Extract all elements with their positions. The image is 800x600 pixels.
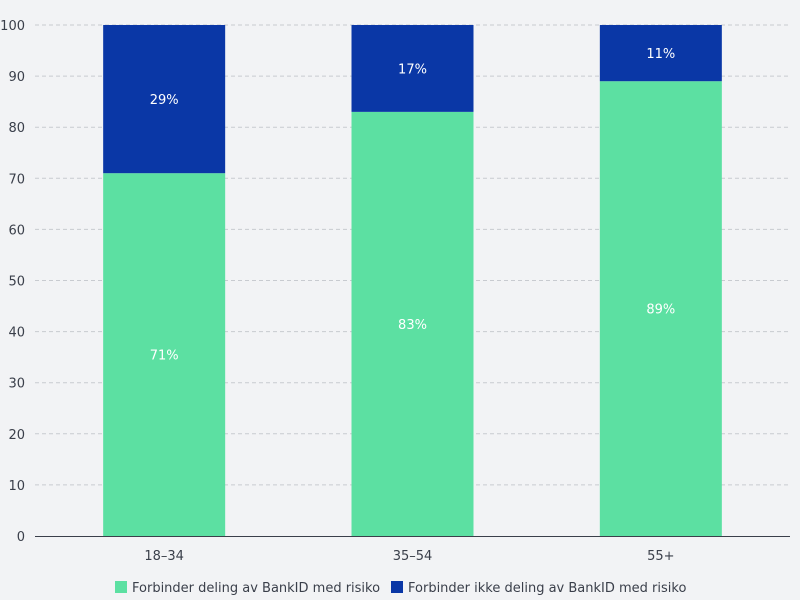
- y-tick-label: 60: [8, 223, 25, 238]
- y-tick-label: 50: [8, 275, 25, 290]
- y-tick-label: 80: [8, 121, 25, 136]
- legend-label: Forbinder ikke deling av BankID med risi…: [408, 581, 686, 596]
- y-tick-label: 90: [8, 70, 25, 85]
- legend: Forbinder deling av BankID med risiko For…: [115, 581, 686, 596]
- x-tick-label: 55+: [647, 549, 674, 564]
- bar-segment: [103, 173, 226, 536]
- legend-label: Forbinder deling av BankID med risiko: [132, 581, 380, 596]
- y-tick-label: 70: [8, 172, 25, 187]
- data-label: 17%: [398, 62, 427, 77]
- y-tick-label: 100: [0, 19, 25, 34]
- bar-segment: [103, 25, 226, 174]
- data-label: 83%: [398, 318, 427, 333]
- y-tick-label: 40: [8, 326, 25, 341]
- data-label: 71%: [150, 349, 179, 364]
- x-tick-label: 18–34: [144, 549, 184, 564]
- legend-swatch: [115, 581, 127, 593]
- bar-segment: [599, 81, 722, 537]
- bars: 71% 29% 83% 17% 89% 11%: [103, 25, 722, 537]
- bar-segment: [351, 111, 474, 537]
- bar-segment: [351, 25, 474, 112]
- y-axis-ticks: 0 10 20 30 40 50 60 70 80 90 100: [0, 19, 25, 545]
- data-label: 11%: [646, 47, 675, 62]
- bar-segment: [599, 25, 722, 82]
- data-label: 89%: [646, 303, 675, 318]
- x-tick-label: 35–54: [393, 549, 433, 564]
- x-axis-ticks: 18–34 35–54 55+: [144, 549, 674, 564]
- y-tick-label: 0: [17, 530, 25, 545]
- legend-swatch: [391, 581, 403, 593]
- y-tick-label: 20: [8, 428, 25, 443]
- y-tick-label: 30: [8, 377, 25, 392]
- data-label: 29%: [150, 93, 179, 108]
- y-tick-label: 10: [8, 479, 25, 494]
